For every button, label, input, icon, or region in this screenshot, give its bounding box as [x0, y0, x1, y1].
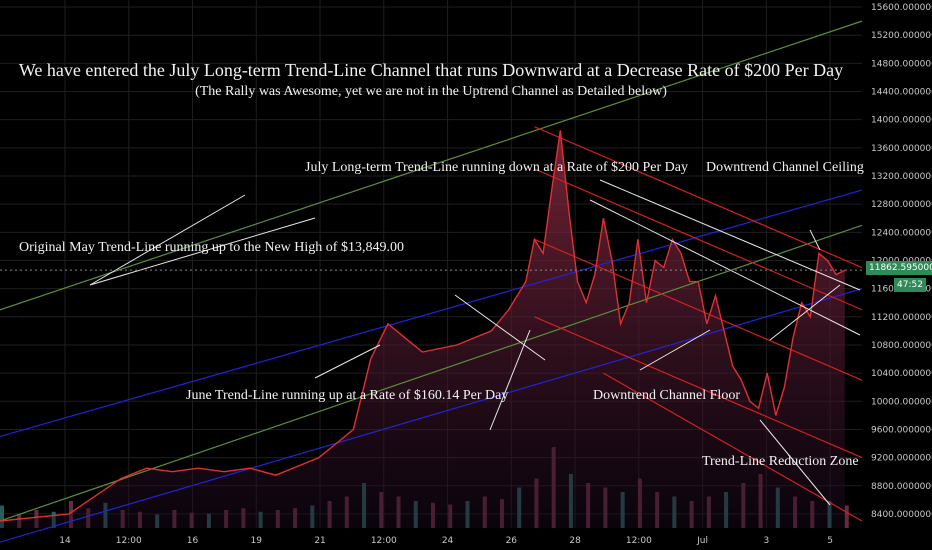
annotation-arrow: [759, 419, 831, 506]
annotation-arrow: [599, 179, 861, 291]
x-tick-label: 26: [506, 536, 518, 546]
annotation-arrow: [454, 294, 546, 361]
annotation-reduction-zone: Trend-Line Reduction Zone: [702, 454, 859, 469]
y-tick-label: 14000.00000000: [871, 116, 932, 126]
y-tick-label: 10800.00000000: [871, 341, 932, 351]
volume-bar: [844, 505, 849, 528]
x-tick-label: 21: [314, 536, 325, 546]
x-tick-label: 12:00: [626, 536, 652, 546]
current-price-tag: 11862.59500000: [866, 261, 932, 275]
x-tick-label: Jul: [696, 536, 708, 546]
annotation-june-trendline: June Trend-Line running up at a Rate of …: [186, 388, 509, 403]
trend-line: [534, 126, 863, 269]
y-tick-label: 14800.00000000: [871, 59, 932, 69]
y-tick-label: 9200.00000000: [871, 454, 932, 464]
y-tick-label: 15200.00000000: [871, 31, 932, 41]
x-tick-label: 5: [827, 536, 833, 546]
y-tick-label: 13600.00000000: [871, 144, 932, 154]
trend-line: [0, 288, 863, 543]
x-tick-label: 14: [59, 536, 71, 546]
annotation-downtrend-ceiling: Downtrend Channel Ceiling: [706, 160, 864, 175]
chart-subtitle: (The Rally was Awesome, yet we are not i…: [195, 84, 667, 99]
trend-line: [0, 224, 863, 522]
annotation-may-trendline: Original May Trend-Line running up to th…: [19, 240, 404, 255]
annotation-arrow: [639, 329, 711, 371]
price-area: [0, 130, 845, 529]
x-tick-label: 24: [442, 536, 454, 546]
y-tick-label: 15600.00000000: [871, 3, 932, 13]
price-line: [0, 130, 846, 522]
annotation-arrow: [89, 217, 316, 286]
y-tick-label: 12800.00000000: [871, 200, 932, 210]
countdown-tag: 47:52: [894, 278, 926, 292]
y-tick-label: 12400.00000000: [871, 228, 932, 238]
annotation-arrow: [769, 284, 841, 341]
chart-title: We have entered the July Long-term Trend…: [18, 60, 844, 80]
x-tick-label: 28: [569, 536, 581, 546]
annotation-arrow: [809, 229, 821, 251]
trend-line: [534, 238, 863, 381]
annotation-arrow: [314, 344, 381, 379]
trend-line: [0, 189, 863, 438]
y-tick-label: 9600.00000000: [871, 425, 932, 435]
y-tick-label: 10400.00000000: [871, 369, 932, 379]
annotation-downtrend-floor: Downtrend Channel Floor: [593, 388, 740, 403]
y-tick-label: 10000.00000000: [871, 397, 932, 407]
trend-line: [603, 372, 863, 522]
trend-line: [0, 20, 863, 311]
x-tick-label: 12:00: [116, 536, 142, 546]
y-tick-label: 13200.00000000: [871, 172, 932, 182]
annotation-arrow: [589, 199, 861, 336]
x-tick-label: 16: [187, 536, 199, 546]
y-tick-label: 8400.00000000: [871, 510, 932, 520]
y-tick-label: 11200.00000000: [871, 313, 932, 323]
x-tick-label: 3: [763, 536, 769, 546]
y-tick-label: 8800.00000000: [871, 482, 932, 492]
y-tick-label: 14400.00000000: [871, 88, 932, 98]
volume-bar: [0, 505, 4, 528]
annotation-arrow: [489, 329, 531, 431]
annotation-july-trendline: July Long-term Trend-Line running down a…: [305, 160, 688, 175]
trend-line: [534, 168, 863, 311]
x-tick-label: 12:00: [371, 536, 397, 546]
x-tick-label: 19: [251, 536, 263, 546]
trend-line: [534, 316, 863, 459]
